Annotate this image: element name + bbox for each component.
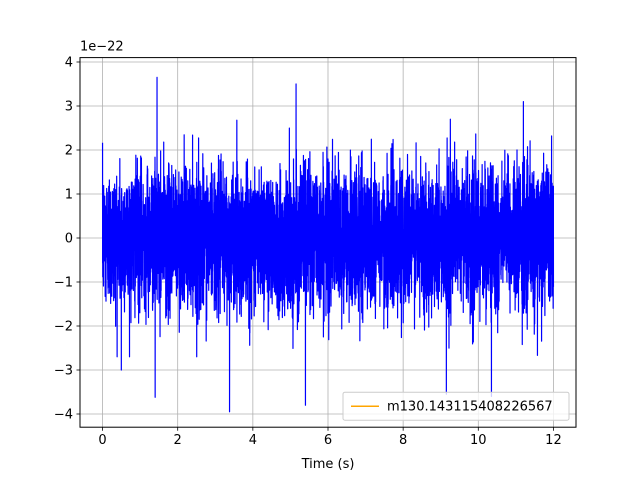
y-axis-ticks: −4 −3 −2 −1 0 1 2 3 4 <box>54 56 80 423</box>
y-tick-label: −1 <box>54 276 73 291</box>
x-tick-label: 10 <box>470 433 487 448</box>
legend: m130.143115408226567 <box>342 391 570 421</box>
x-axis-label: Time (s) <box>301 457 355 472</box>
legend-entry-label: m130.143115408226567 <box>387 400 553 415</box>
y-tick-label: 2 <box>65 144 73 159</box>
x-axis-ticks: 0 2 4 6 8 10 12 <box>98 427 562 448</box>
y-tick-label: −3 <box>54 364 73 379</box>
series-layer <box>101 76 555 413</box>
x-tick-label: 0 <box>98 433 106 448</box>
y-offset-label: 1e−22 <box>80 40 124 55</box>
x-tick-label: 4 <box>249 433 257 448</box>
y-tick-label: 3 <box>65 100 73 115</box>
y-tick-label: 4 <box>65 56 73 71</box>
y-tick-label: 1 <box>65 188 73 203</box>
y-tick-label: 0 <box>65 232 73 247</box>
y-tick-label: −4 <box>54 408 73 423</box>
signal-series-line <box>101 76 555 413</box>
y-tick-label: −2 <box>54 320 73 335</box>
x-tick-label: 12 <box>545 433 562 448</box>
legend-box <box>342 391 570 421</box>
x-tick-label: 8 <box>399 433 407 448</box>
x-tick-label: 2 <box>174 433 182 448</box>
plot-area <box>79 57 577 428</box>
x-tick-label: 6 <box>324 433 332 448</box>
